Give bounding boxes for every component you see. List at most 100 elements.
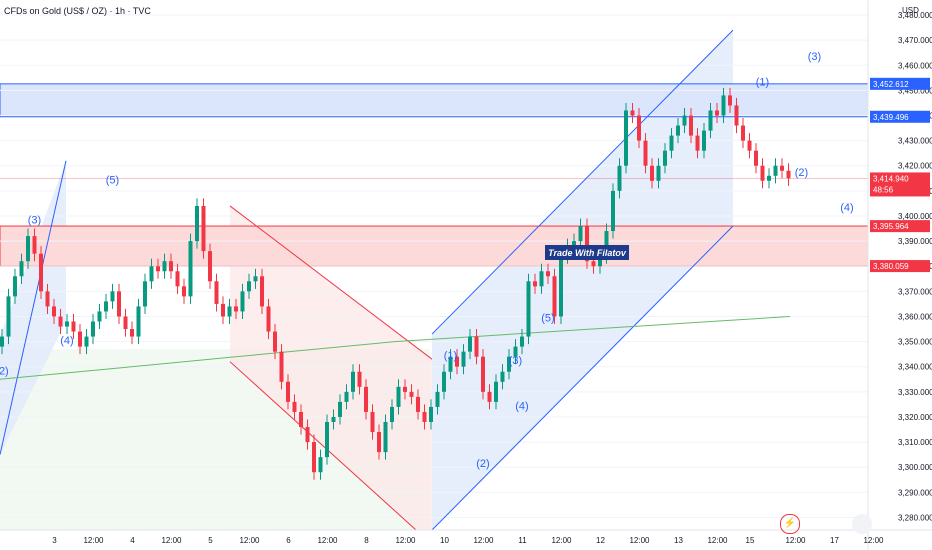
candle [357, 371, 362, 387]
candle [195, 205, 199, 242]
x-tick-label: 12:00 [707, 536, 728, 545]
candle [767, 175, 771, 181]
y-tick-label: 3,360.000 [898, 312, 932, 321]
candle [663, 150, 667, 166]
countdown-text: 48:56 [873, 185, 894, 194]
candle [13, 276, 17, 297]
candle [110, 291, 115, 302]
candle [689, 115, 693, 136]
channel-line [229, 205, 433, 360]
x-tick-label: 3 [52, 536, 57, 545]
flash-icon[interactable]: ⚡ [780, 514, 800, 534]
candle [585, 226, 589, 262]
candle [741, 125, 745, 141]
candle [487, 391, 492, 402]
x-tick-label: 5 [208, 536, 213, 545]
price-axis [868, 0, 932, 550]
candle [143, 281, 147, 307]
candle [221, 303, 225, 317]
candle [429, 406, 433, 422]
price-label [870, 172, 930, 197]
x-tick-label: 12:00 [473, 536, 494, 545]
candle [370, 411, 375, 433]
candle [669, 135, 674, 151]
y-tick-label: 3,460.000 [898, 61, 932, 70]
candle [26, 236, 30, 262]
y-tick-label: 3,350.000 [898, 338, 932, 347]
candle [123, 316, 128, 330]
candle [481, 356, 485, 392]
candle [728, 95, 732, 106]
price-label-text: 3,380.059 [873, 262, 909, 271]
candle [234, 306, 238, 312]
candle [507, 356, 511, 372]
x-tick-label: 12 [596, 536, 605, 545]
candle [682, 115, 687, 126]
candle [227, 306, 232, 317]
candle [325, 421, 329, 458]
candle [416, 396, 420, 412]
candle [383, 421, 388, 453]
candle [676, 125, 680, 136]
candle [611, 190, 615, 232]
candle [520, 336, 524, 347]
candle [552, 276, 557, 317]
candle [474, 336, 479, 357]
candle [71, 321, 76, 332]
candle [318, 457, 323, 473]
candle [208, 251, 212, 282]
candle [19, 261, 24, 277]
x-tick-label: 12:00 [239, 536, 260, 545]
candle [617, 165, 622, 191]
y-tick-label: 3,390.000 [898, 237, 932, 246]
candle [247, 281, 251, 292]
candle [656, 165, 661, 181]
y-tick-label: 3,310.000 [898, 438, 932, 447]
wave-label: (2) [795, 167, 808, 179]
y-tick-label: 3,470.000 [898, 36, 932, 45]
candle [734, 105, 739, 126]
candle [409, 391, 414, 397]
x-tick-label: 12:00 [317, 536, 338, 545]
candle [65, 321, 69, 327]
x-tick-label: 12:00 [863, 536, 884, 545]
candle [598, 256, 602, 267]
candle [6, 296, 11, 337]
y-tick-label: 3,370.000 [898, 287, 932, 296]
x-tick-label: 12:00 [629, 536, 650, 545]
candle [273, 331, 277, 352]
candle [331, 416, 336, 422]
candle [214, 281, 219, 304]
candle [169, 261, 173, 272]
x-tick-label: 17 [830, 536, 839, 545]
candle [351, 371, 355, 392]
candle [461, 351, 466, 367]
wave-label: (3) [28, 215, 41, 227]
watermark-text: Trade With Filatov [548, 248, 627, 258]
x-tick-label: 12:00 [785, 536, 806, 545]
candle [578, 226, 583, 242]
candle [52, 306, 56, 317]
candle [91, 321, 95, 337]
candle [591, 261, 596, 267]
y-tick-label: 3,450.000 [898, 86, 932, 95]
candle [572, 241, 576, 247]
candle [747, 140, 752, 151]
us-flag-icon[interactable] [852, 514, 872, 534]
candle [760, 165, 765, 181]
candle [299, 411, 303, 428]
rising-channel [432, 30, 733, 530]
candle [754, 150, 758, 166]
candle [58, 316, 63, 327]
candle [702, 130, 706, 151]
candle [201, 205, 206, 252]
candle [468, 336, 472, 352]
channel-line [431, 29, 734, 335]
x-tick-label: 12:00 [551, 536, 572, 545]
channel-line [229, 361, 417, 531]
candle [39, 253, 43, 292]
candle [149, 266, 154, 282]
price-label [870, 260, 930, 273]
candle [637, 115, 641, 141]
